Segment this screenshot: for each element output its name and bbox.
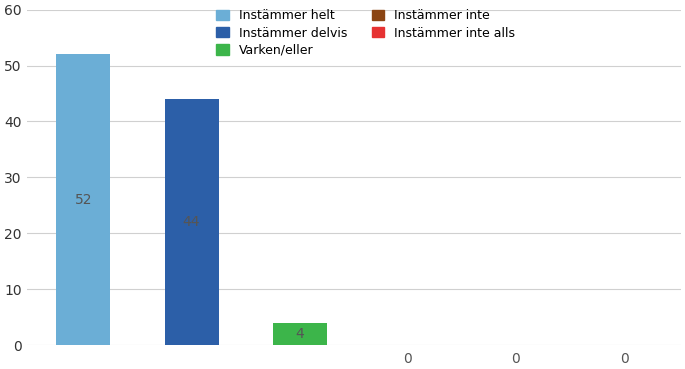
Bar	[164, 99, 219, 345]
Text: 4: 4	[295, 327, 304, 341]
Text: 0: 0	[512, 352, 521, 366]
Text: 52: 52	[75, 193, 92, 207]
Bar	[56, 54, 110, 345]
Legend: Instämmer helt, Instämmer delvis, Varken/eller, Instämmer inte, Instämmer inte a: Instämmer helt, Instämmer delvis, Varken…	[216, 9, 515, 57]
Text: 0: 0	[620, 352, 628, 366]
Bar	[273, 323, 327, 345]
Text: 44: 44	[183, 215, 200, 229]
Text: 0: 0	[403, 352, 412, 366]
